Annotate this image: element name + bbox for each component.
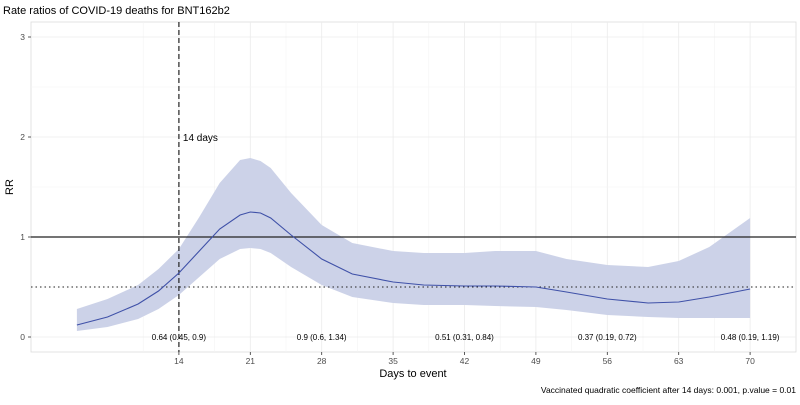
rr-estimate-line — [76, 211, 751, 326]
x-tick-label: 49 — [531, 356, 541, 366]
y-tick-label: 2 — [20, 132, 25, 142]
y-axis-label: RR — [4, 179, 16, 195]
x-tick-label: 21 — [246, 356, 256, 366]
estimate-annotation: 0.51 (0.31, 0.84) — [435, 333, 494, 342]
y-tick-label: 3 — [20, 32, 25, 42]
x-tick-label: 28 — [317, 356, 327, 366]
estimate-annotation: 0.48 (0.19, 1.19) — [721, 333, 780, 342]
y-tick-label: 1 — [20, 232, 25, 242]
y-tick-label: 0 — [20, 332, 25, 342]
x-tick-label: 63 — [674, 356, 684, 366]
estimate-annotation: 0.64 (0.45, 0.9) — [152, 333, 207, 342]
x-tick-label: 70 — [745, 356, 755, 366]
x-axis-label: Days to event — [379, 368, 446, 380]
vertical-line-label: 14 days — [183, 133, 218, 144]
estimate-annotation: 0.37 (0.19, 0.72) — [578, 333, 637, 342]
x-tick-label: 56 — [603, 356, 613, 366]
estimate-annotation: 0.9 (0.6, 1.34) — [297, 333, 347, 342]
plot-panel: 14 days 0.64 (0.45, 0.9) 0.9 (0.6, 1.34) 0.… — [20, 21, 797, 366]
chart-title: Rate ratios of COVID-19 deaths for BNT16… — [3, 5, 230, 17]
x-tick-label: 35 — [388, 356, 398, 366]
chart-caption: Vaccinated quadratic coefficient after 1… — [541, 385, 796, 395]
confidence-band — [76, 158, 751, 331]
x-tick-label: 42 — [460, 356, 470, 366]
x-tick-label: 14 — [174, 356, 184, 366]
